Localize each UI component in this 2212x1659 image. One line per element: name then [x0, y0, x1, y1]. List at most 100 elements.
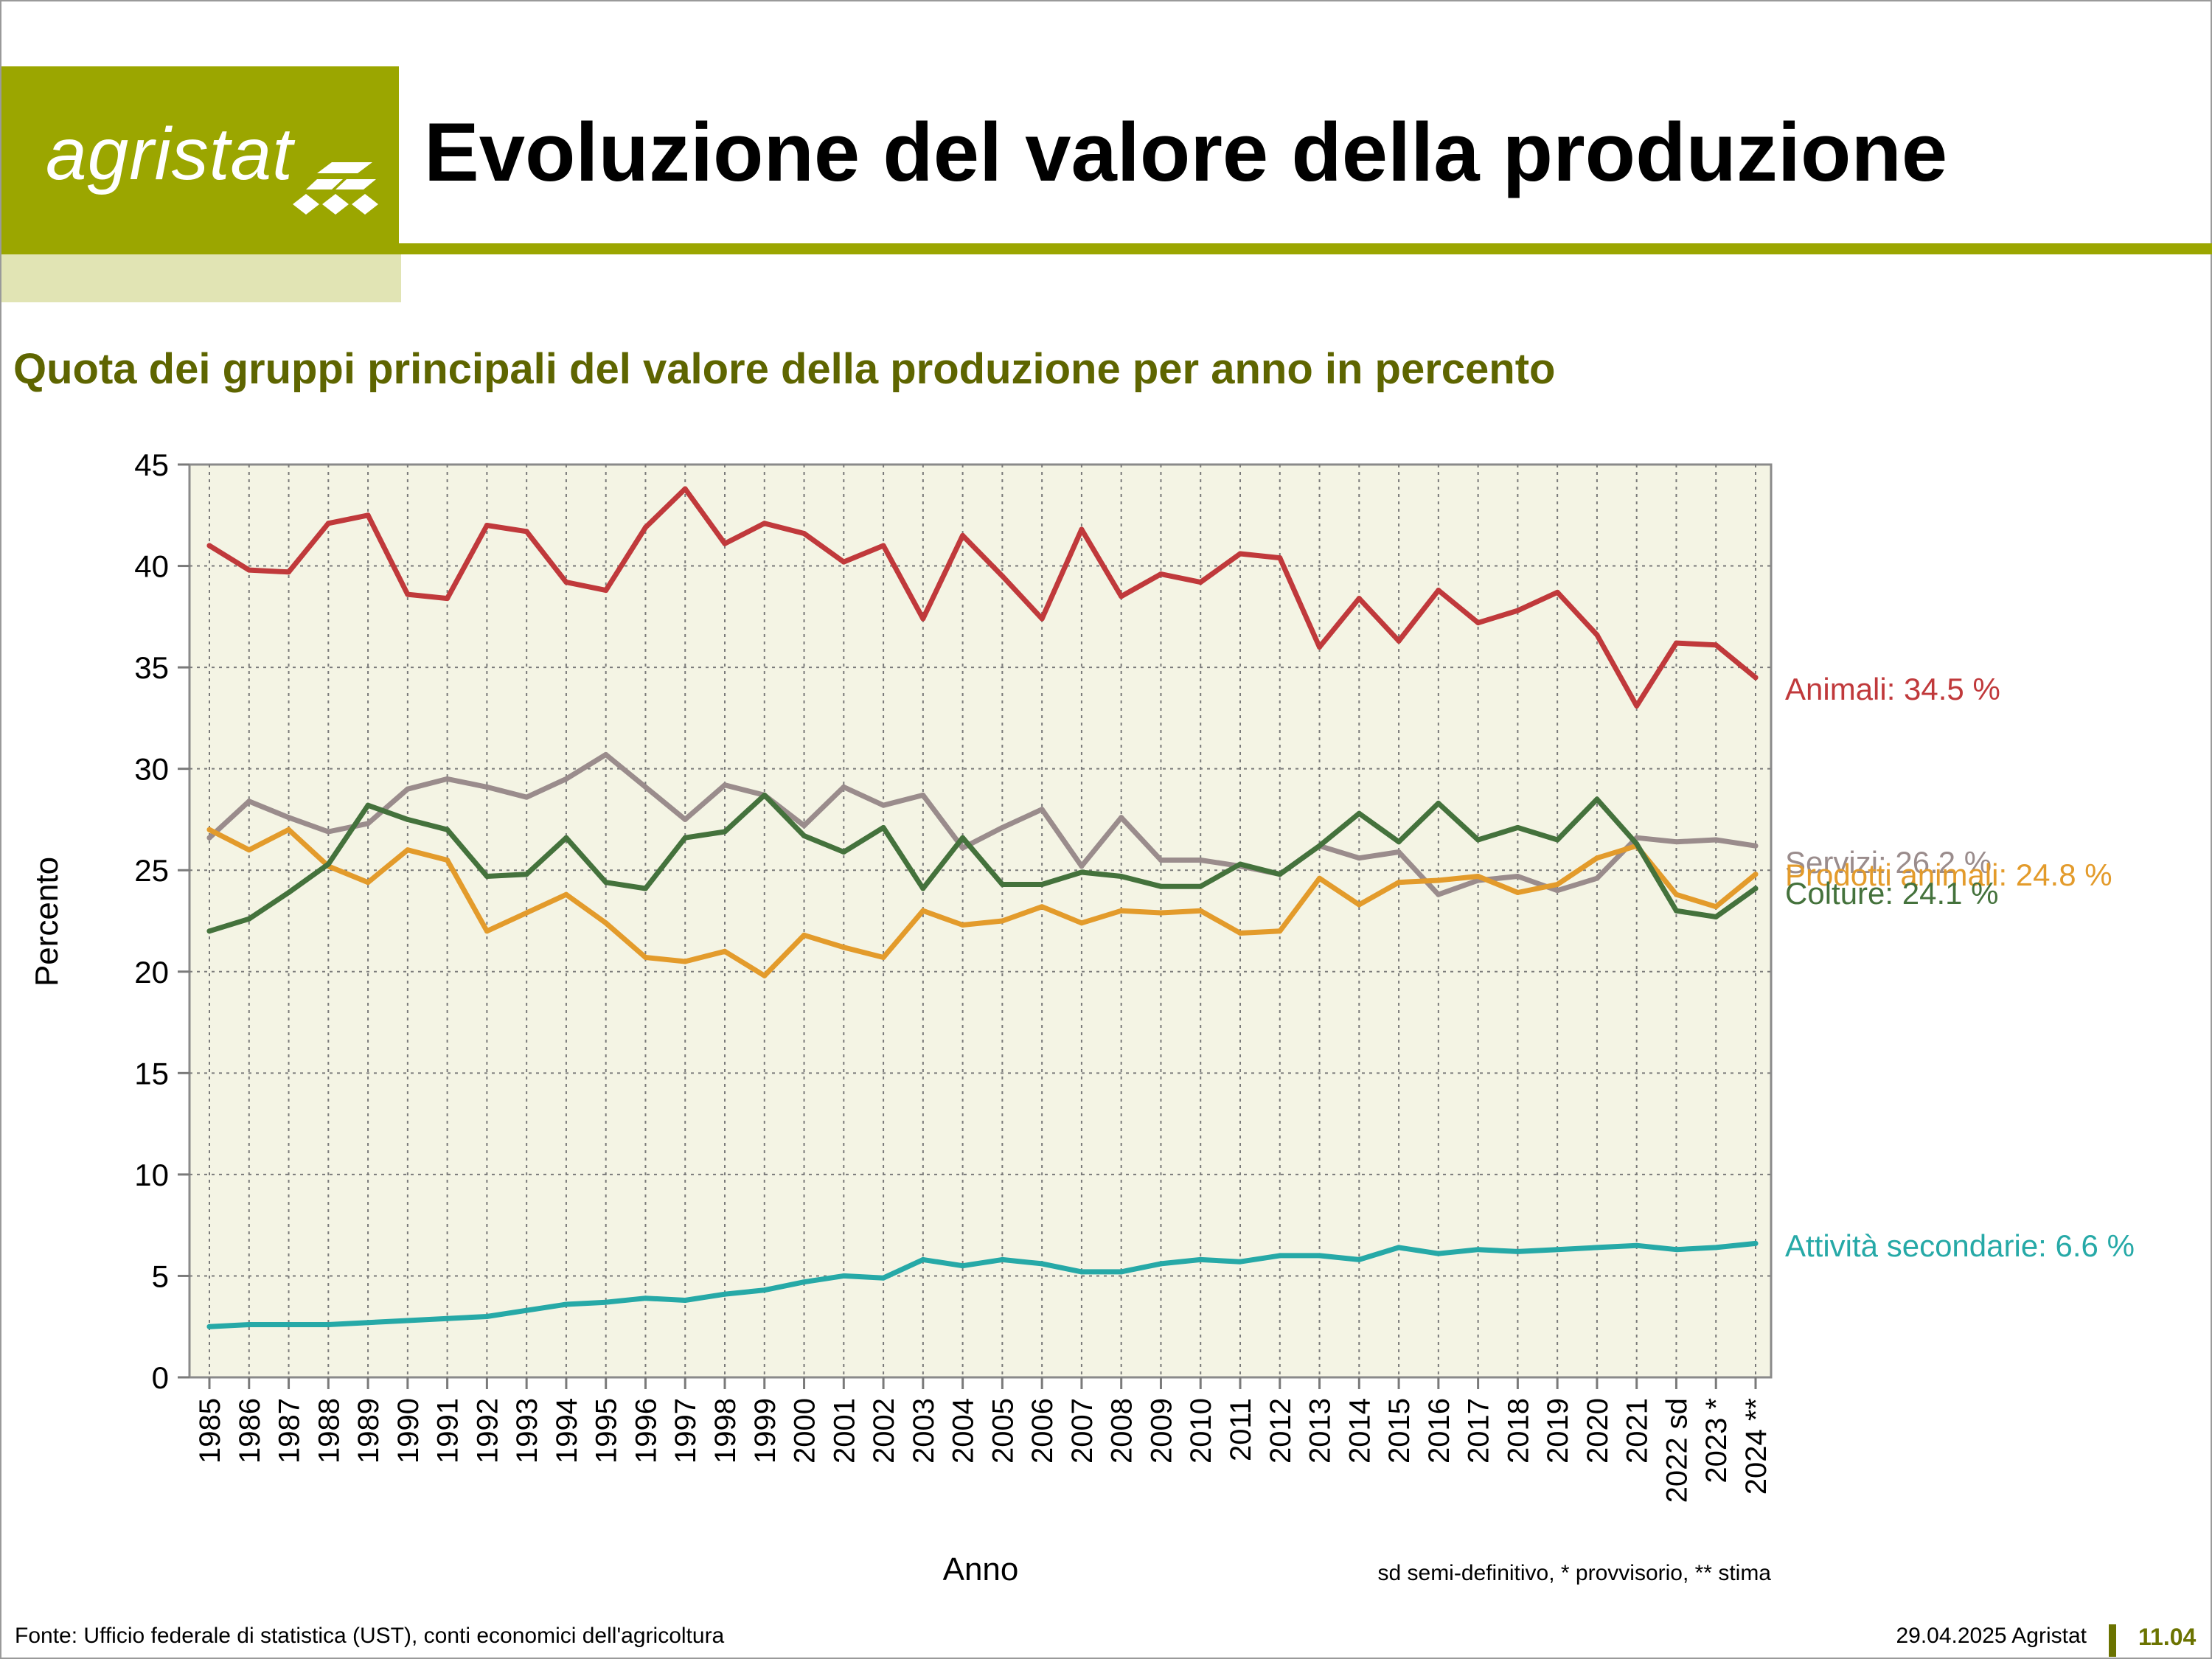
data-point: [1158, 1261, 1164, 1267]
x-tick-label: 1999: [749, 1398, 782, 1464]
data-point: [1436, 877, 1441, 883]
data-point: [722, 1291, 728, 1297]
data-point: [484, 784, 490, 790]
data-point: [1356, 855, 1362, 861]
x-tick-label: 2015: [1383, 1398, 1416, 1464]
page-number: 11.04: [2138, 1624, 2197, 1650]
data-point: [1554, 589, 1560, 595]
x-axis-label: Anno: [943, 1551, 1019, 1587]
data-point: [1039, 1261, 1045, 1267]
data-point: [1197, 883, 1203, 889]
data-point: [1514, 873, 1520, 879]
x-tick-label: 2017: [1463, 1398, 1495, 1464]
data-point: [1634, 841, 1640, 846]
data-point: [841, 1273, 846, 1279]
data-point: [484, 1313, 490, 1319]
data-point: [1039, 616, 1045, 622]
data-point: [1594, 855, 1600, 861]
data-point: [1396, 849, 1402, 855]
data-point: [1673, 891, 1679, 897]
data-point: [1436, 588, 1441, 594]
data-point: [1396, 880, 1402, 886]
x-tick-label: 2013: [1304, 1398, 1337, 1464]
series-label: Prodotti animali: 24.8 %: [1785, 858, 2112, 892]
data-point: [1158, 910, 1164, 916]
data-point: [1356, 596, 1362, 602]
data-point: [1713, 1245, 1719, 1251]
data-point: [1436, 1251, 1441, 1256]
data-point: [1753, 872, 1759, 877]
data-point: [365, 1320, 371, 1326]
x-tick-label: 2023 *: [1700, 1398, 1733, 1484]
data-point: [1396, 1245, 1402, 1251]
data-point: [365, 821, 371, 827]
data-point: [1673, 640, 1679, 646]
series-label: Attività secondarie: 6.6 %: [1785, 1228, 2135, 1263]
data-point: [1514, 889, 1520, 895]
data-point: [841, 945, 846, 950]
x-tick-label: 2022 sd: [1660, 1398, 1693, 1503]
data-point: [1753, 886, 1759, 891]
data-point: [880, 955, 886, 961]
x-tick-label: 2019: [1542, 1398, 1574, 1464]
data-point: [1079, 869, 1085, 875]
data-point: [642, 886, 648, 891]
x-tick-label: 2005: [987, 1398, 1019, 1464]
data-point: [642, 784, 648, 790]
data-point: [1119, 908, 1124, 914]
y-tick-label: 40: [134, 549, 169, 584]
data-point: [563, 1301, 569, 1307]
data-point: [524, 529, 529, 535]
data-point: [1673, 839, 1679, 845]
data-point: [1713, 642, 1719, 648]
data-point: [206, 835, 212, 841]
data-point: [1753, 843, 1759, 849]
data-point: [524, 872, 529, 877]
data-point: [484, 928, 490, 934]
data-point: [1039, 807, 1045, 813]
data-point: [1753, 675, 1759, 681]
data-point: [405, 816, 411, 822]
data-point: [524, 910, 529, 916]
x-axis: 1985 1986 1987 1988 1989 1990 1991 1992 1993 1994…: [194, 1377, 1773, 1503]
data-point: [920, 792, 926, 798]
data-point: [1237, 551, 1243, 557]
data-point: [1158, 857, 1164, 863]
data-point: [1197, 857, 1203, 863]
series-label: Servizi: 26.2 %: [1785, 845, 1992, 880]
data-point: [999, 1256, 1005, 1262]
x-tick-label: 2010: [1185, 1398, 1217, 1464]
y-tick-label: 0: [152, 1360, 169, 1395]
data-point: [880, 802, 886, 808]
x-tick-label: 2006: [1026, 1398, 1059, 1464]
x-tick-label: 1985: [194, 1398, 226, 1464]
data-point: [1554, 881, 1560, 887]
data-point: [1158, 571, 1164, 577]
data-point: [960, 835, 966, 841]
title-underline: [399, 243, 2212, 254]
data-point: [1277, 555, 1283, 561]
data-point: [1713, 904, 1719, 910]
x-tick-label: 2016: [1423, 1398, 1455, 1464]
data-point: [1475, 620, 1481, 626]
data-point: [999, 881, 1005, 887]
data-point: [1197, 580, 1203, 585]
data-point: [801, 531, 807, 537]
y-axis: 0 5 10 15 20 25 30 35 40 45: [134, 448, 189, 1395]
x-tick-label: 2001: [828, 1398, 860, 1464]
data-point: [286, 569, 292, 575]
data-point: [325, 521, 331, 526]
data-point: [246, 799, 252, 804]
data-point: [603, 880, 609, 886]
data-point: [286, 815, 292, 821]
x-tick-label: 2004: [947, 1398, 980, 1464]
data-point: [405, 591, 411, 597]
data-point: [1594, 1245, 1600, 1251]
series-label: Colture: 24.1 %: [1785, 876, 1999, 911]
x-tick-label: 1986: [234, 1398, 266, 1464]
series-line-prodotti-animali: [206, 827, 1759, 978]
x-tick-label: 1991: [432, 1398, 465, 1464]
data-point: [1475, 837, 1481, 843]
data-point: [445, 827, 451, 832]
